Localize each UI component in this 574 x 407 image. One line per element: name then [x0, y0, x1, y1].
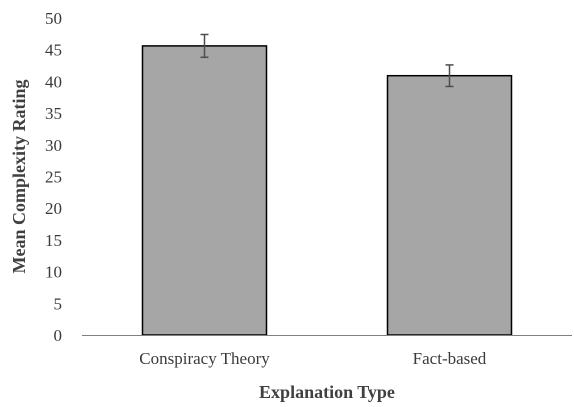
y-tick-label: 5: [54, 294, 63, 313]
x-axis-categories: Conspiracy Theory Fact-based: [139, 349, 487, 368]
y-tick-label: 40: [45, 72, 62, 91]
x-tick-label: Fact-based: [413, 349, 487, 368]
bar: [141, 45, 268, 336]
y-tick-label: 25: [45, 168, 62, 187]
bars: [141, 45, 513, 336]
y-tick-label: 30: [45, 136, 62, 155]
y-tick-label: 50: [45, 9, 62, 28]
error-bars: [200, 33, 454, 88]
y-tick-label: 45: [45, 41, 62, 60]
y-tick-label: 20: [45, 199, 62, 218]
x-axis-title: Explanation Type: [259, 382, 395, 402]
bar: [386, 74, 513, 336]
x-tick-label: Conspiracy Theory: [139, 349, 270, 368]
y-tick-label: 0: [54, 326, 63, 345]
y-axis-title: Mean Complexity Rating: [9, 80, 29, 274]
y-tick-label: 10: [45, 263, 62, 282]
y-tick-label: 15: [45, 231, 62, 250]
y-axis-ticks: 0 5 10 15 20 25 30 35 40 45 50: [45, 9, 62, 345]
y-tick-label: 35: [45, 104, 62, 123]
